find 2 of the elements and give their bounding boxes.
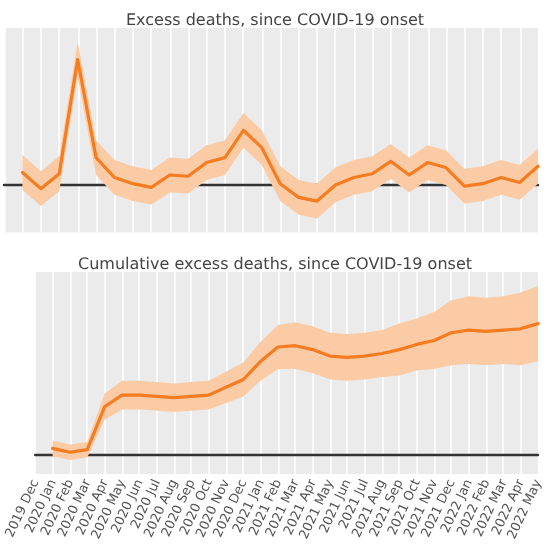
chart-title: Excess deaths, since COVID-19 onset xyxy=(125,11,425,29)
chart-title: Cumulative excess deaths, since COVID-19 onset xyxy=(78,255,472,273)
